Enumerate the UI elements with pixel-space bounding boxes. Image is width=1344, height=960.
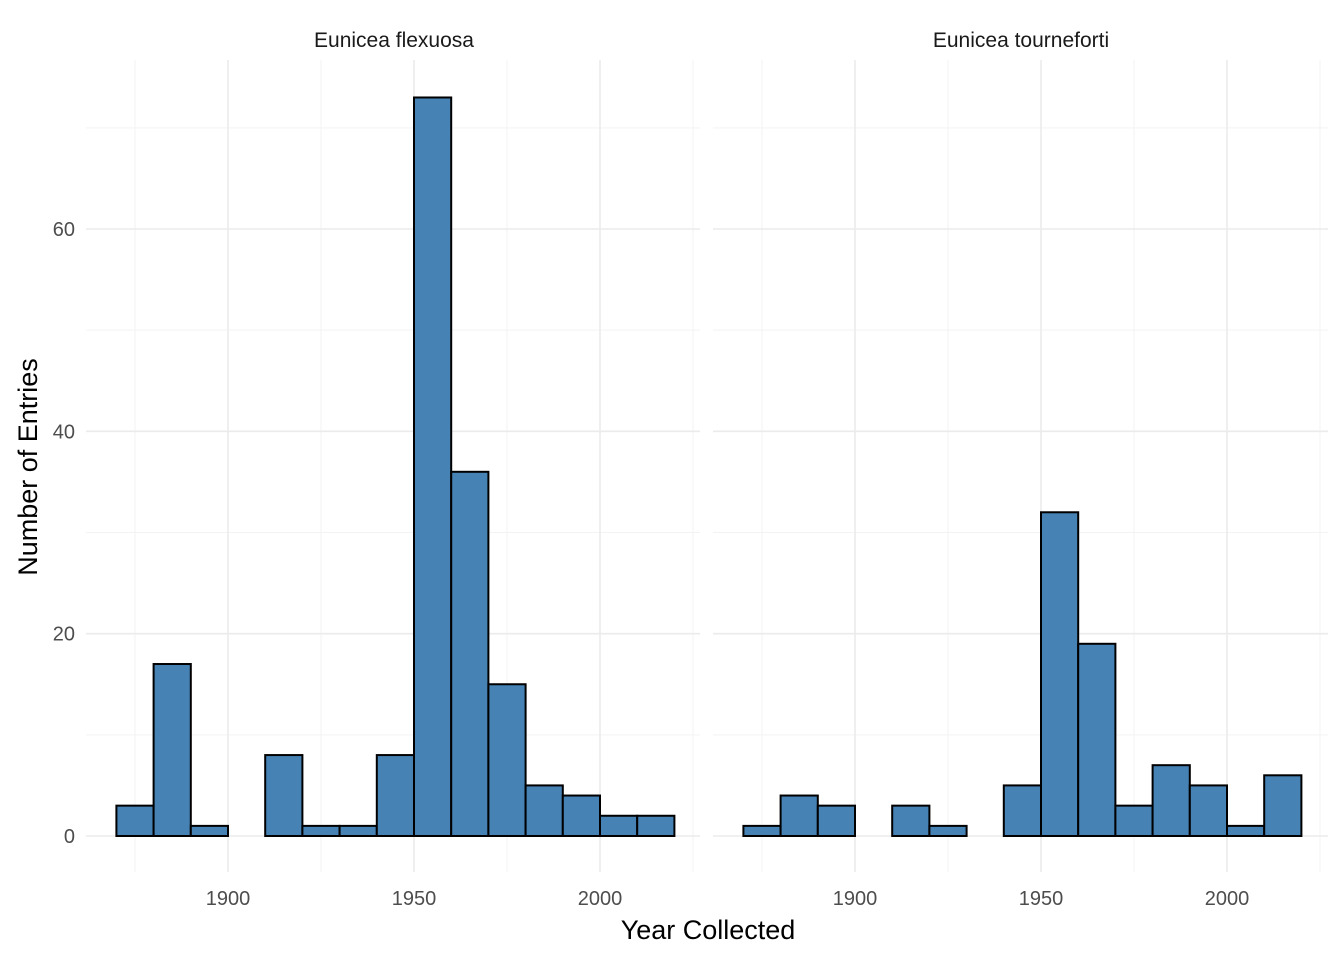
histogram-bar (338, 824, 378, 838)
histogram-bar (779, 794, 819, 837)
histogram-bar (636, 814, 676, 837)
x-tick-label: 1900 (833, 888, 878, 910)
y-tick-label: 60 (53, 219, 75, 241)
y-tick-label: 20 (53, 624, 75, 646)
x-tick-label: 2000 (578, 888, 623, 910)
histogram-bar (1040, 511, 1080, 837)
histogram-bar (1114, 804, 1154, 838)
facet-title: Eunicea tourneforti (933, 29, 1109, 52)
histogram-bar (115, 804, 155, 838)
y-tick-label: 0 (64, 826, 75, 848)
y-tick-label: 40 (53, 421, 75, 443)
histogram-bar (375, 754, 415, 837)
histogram-bar (742, 824, 782, 838)
histogram-bar (1188, 784, 1229, 838)
histogram-bar (189, 824, 230, 838)
histogram-bar (891, 804, 931, 838)
histogram-bar (450, 470, 490, 837)
histogram-bar (1002, 784, 1042, 838)
histogram-bar (1263, 774, 1303, 837)
histogram-bar (487, 683, 527, 837)
histogram-bar (1226, 824, 1266, 838)
facet-panel-1: Eunicea flexuosa 1900 1950 2000 (86, 29, 700, 910)
histogram-bar (1151, 764, 1191, 838)
x-tick-label: 1900 (206, 888, 251, 910)
histogram-bar (152, 663, 192, 837)
facet-title: Eunicea flexuosa (314, 29, 474, 52)
x-tick-label: 2000 (1205, 888, 1250, 910)
histogram-bar (561, 794, 601, 837)
histogram-bar (264, 754, 304, 837)
histogram-bar (816, 804, 856, 838)
x-tick-label: 1950 (392, 888, 437, 910)
x-axis-title: Year Collected (621, 915, 796, 945)
histogram-bar (599, 814, 639, 837)
facet-panel-2: Eunicea tourneforti 1900 1950 2000 (713, 29, 1328, 910)
x-tick-label: 1950 (1019, 888, 1064, 910)
y-axis-title: Number of Entries (13, 358, 43, 576)
histogram-bar (928, 824, 968, 838)
histogram-bar (524, 784, 564, 838)
histogram-bar (1077, 642, 1117, 837)
histogram-bar (413, 96, 453, 837)
histogram-bar (301, 824, 341, 838)
